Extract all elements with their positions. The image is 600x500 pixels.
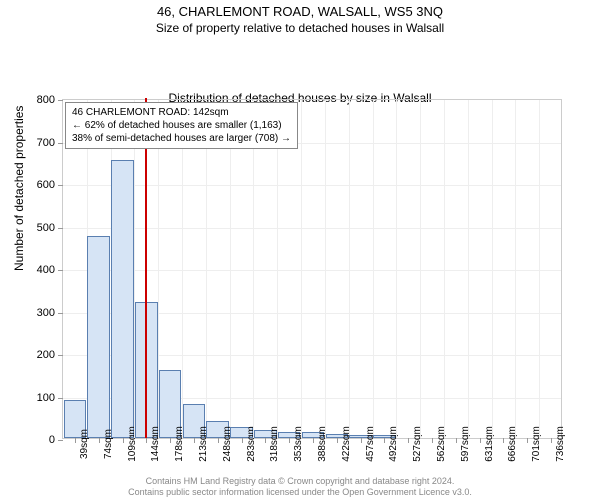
- y-tick: [58, 440, 63, 441]
- grid-line-v: [420, 100, 421, 438]
- grid-line-v: [468, 100, 469, 438]
- grid-line-v: [325, 100, 326, 438]
- chart-container: Number of detached properties 0100200300…: [0, 91, 600, 491]
- grid-line-v: [515, 100, 516, 438]
- footer-line1: Contains HM Land Registry data © Crown c…: [0, 476, 600, 487]
- y-tick: [58, 228, 63, 229]
- footer-line2: Contains public sector information licen…: [0, 487, 600, 498]
- annotation-line3: 38% of semi-detached houses are larger (…: [72, 132, 291, 145]
- y-tick: [58, 143, 63, 144]
- x-tick: [242, 438, 243, 443]
- y-tick-label: 800: [37, 94, 55, 106]
- x-tick-label: 631sqm: [484, 426, 495, 462]
- grid-line-v: [539, 100, 540, 438]
- x-tick-label: 562sqm: [436, 426, 447, 462]
- annotation-line1: 46 CHARLEMONT ROAD: 142sqm: [72, 106, 291, 119]
- grid-line-v: [349, 100, 350, 438]
- y-tick-label: 400: [37, 264, 55, 276]
- x-tick-label: 666sqm: [507, 426, 518, 462]
- x-tick: [99, 438, 100, 443]
- x-tick: [146, 438, 147, 443]
- grid-line-v: [373, 100, 374, 438]
- x-tick-label: 457sqm: [365, 426, 376, 462]
- histogram-bar: [111, 160, 134, 438]
- x-tick-label: 527sqm: [412, 426, 423, 462]
- grid-line-v: [492, 100, 493, 438]
- grid-line-v: [253, 100, 254, 438]
- histogram-bar: [87, 236, 110, 438]
- x-tick: [313, 438, 314, 443]
- grid-line-v: [230, 100, 231, 438]
- grid-line-v: [444, 100, 445, 438]
- y-tick: [58, 398, 63, 399]
- y-tick-label: 100: [37, 392, 55, 404]
- x-tick: [170, 438, 171, 443]
- grid-line-h: [63, 185, 561, 186]
- x-tick: [75, 438, 76, 443]
- x-tick: [265, 438, 266, 443]
- chart-subtitle: Size of property relative to detached ho…: [0, 19, 600, 39]
- grid-line-v: [396, 100, 397, 438]
- grid-line-v: [277, 100, 278, 438]
- x-tick: [551, 438, 552, 443]
- grid-line-h: [63, 270, 561, 271]
- x-tick-label: 492sqm: [388, 426, 399, 462]
- y-tick-label: 700: [37, 137, 55, 149]
- x-tick: [527, 438, 528, 443]
- x-tick-label: 422sqm: [341, 426, 352, 462]
- grid-line-v: [182, 100, 183, 438]
- x-tick: [289, 438, 290, 443]
- x-tick: [218, 438, 219, 443]
- chart-title: 46, CHARLEMONT ROAD, WALSALL, WS5 3NQ: [0, 0, 600, 19]
- x-tick: [408, 438, 409, 443]
- marker-line: [145, 98, 147, 438]
- y-tick-label: 500: [37, 222, 55, 234]
- y-tick: [58, 185, 63, 186]
- x-tick-label: 388sqm: [317, 426, 328, 462]
- y-tick-label: 200: [37, 349, 55, 361]
- x-tick: [480, 438, 481, 443]
- y-tick-label: 600: [37, 179, 55, 191]
- y-tick-label: 300: [37, 307, 55, 319]
- y-axis-title: Number of detached properties: [12, 106, 26, 271]
- x-tick: [361, 438, 362, 443]
- y-tick: [58, 313, 63, 314]
- x-tick-label: 736sqm: [555, 426, 566, 462]
- x-tick: [194, 438, 195, 443]
- annotation-line2: ← 62% of detached houses are smaller (1,…: [72, 119, 291, 132]
- y-tick: [58, 100, 63, 101]
- footer: Contains HM Land Registry data © Crown c…: [0, 476, 600, 498]
- grid-line-v: [206, 100, 207, 438]
- x-tick: [503, 438, 504, 443]
- grid-line-h: [63, 228, 561, 229]
- x-tick-label: 701sqm: [531, 426, 542, 462]
- x-tick: [384, 438, 385, 443]
- x-tick: [123, 438, 124, 443]
- x-tick: [456, 438, 457, 443]
- x-tick-label: 597sqm: [460, 426, 471, 462]
- y-tick: [58, 270, 63, 271]
- plot-area: 010020030040050060070080039sqm74sqm109sq…: [62, 99, 562, 439]
- y-tick-label: 0: [49, 434, 55, 446]
- annotation-box: 46 CHARLEMONT ROAD: 142sqm ← 62% of deta…: [65, 102, 298, 149]
- grid-line-v: [301, 100, 302, 438]
- x-tick: [337, 438, 338, 443]
- y-tick: [58, 355, 63, 356]
- x-tick: [432, 438, 433, 443]
